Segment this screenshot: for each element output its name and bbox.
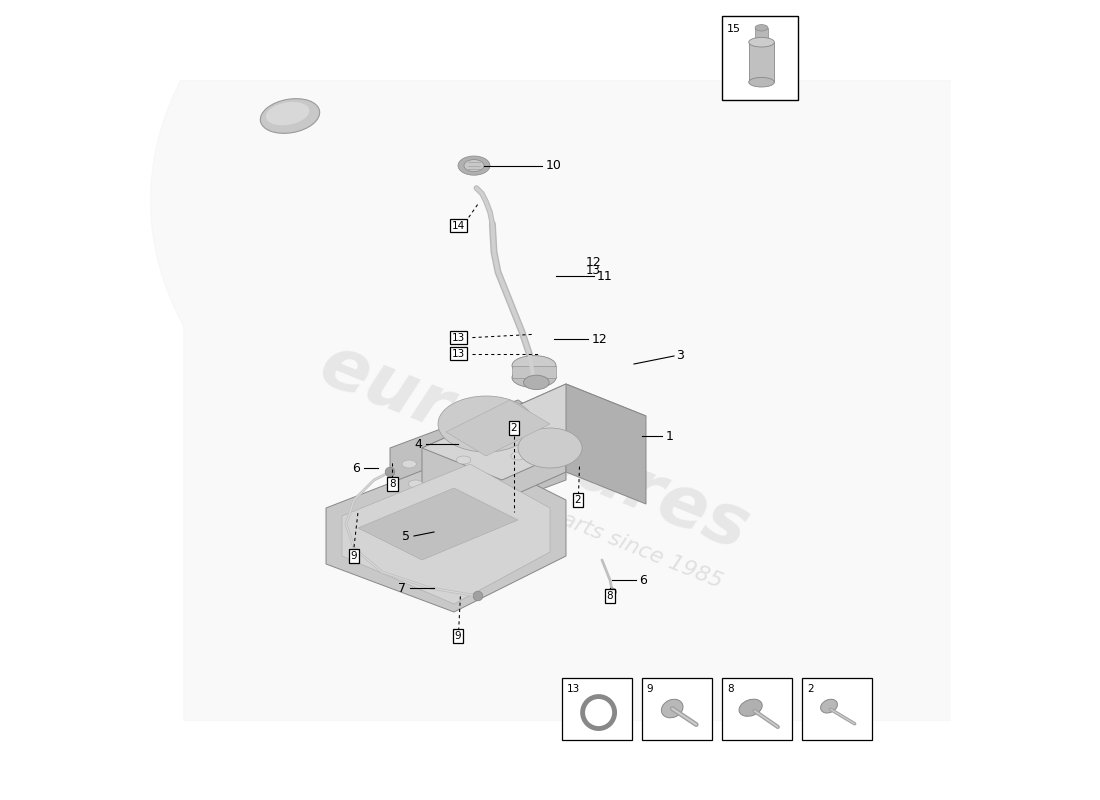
Text: 12: 12 <box>592 333 607 346</box>
Ellipse shape <box>266 102 309 126</box>
Text: 13: 13 <box>451 349 464 358</box>
Circle shape <box>608 588 616 596</box>
Text: 2: 2 <box>574 495 581 505</box>
Text: 2: 2 <box>510 423 517 433</box>
Bar <box>802 678 872 740</box>
Ellipse shape <box>512 355 556 375</box>
Text: 13: 13 <box>566 684 580 694</box>
Text: 15: 15 <box>727 24 740 34</box>
Text: 4: 4 <box>414 438 422 450</box>
Text: 11: 11 <box>596 270 613 282</box>
Ellipse shape <box>498 412 513 420</box>
Polygon shape <box>358 488 518 560</box>
Ellipse shape <box>415 500 429 508</box>
Text: 10: 10 <box>546 159 562 172</box>
Polygon shape <box>422 384 646 480</box>
Circle shape <box>473 591 483 601</box>
Text: 9: 9 <box>454 631 461 641</box>
Ellipse shape <box>443 416 458 424</box>
Ellipse shape <box>512 367 556 387</box>
Bar <box>562 678 632 740</box>
Ellipse shape <box>518 428 582 468</box>
Ellipse shape <box>463 476 477 484</box>
Bar <box>722 16 798 100</box>
Ellipse shape <box>402 460 417 468</box>
Bar <box>749 42 774 82</box>
Text: 9: 9 <box>351 551 358 561</box>
Ellipse shape <box>261 98 320 134</box>
Ellipse shape <box>739 699 762 716</box>
Text: 2: 2 <box>806 684 813 694</box>
Text: 5: 5 <box>402 530 410 542</box>
Text: 8: 8 <box>607 591 614 601</box>
Ellipse shape <box>749 78 774 87</box>
Ellipse shape <box>821 699 837 713</box>
Ellipse shape <box>408 480 422 488</box>
Text: 13: 13 <box>451 333 464 342</box>
Ellipse shape <box>456 456 471 464</box>
Ellipse shape <box>749 38 774 47</box>
Bar <box>512 366 557 378</box>
Text: 3: 3 <box>676 350 684 362</box>
Bar <box>722 678 792 740</box>
Text: a passion for parts since 1985: a passion for parts since 1985 <box>406 448 726 592</box>
Ellipse shape <box>524 375 549 390</box>
Text: 7: 7 <box>398 582 406 594</box>
Bar <box>642 678 713 740</box>
Ellipse shape <box>438 396 534 452</box>
Text: 1: 1 <box>666 430 674 442</box>
Ellipse shape <box>505 432 519 440</box>
Text: eurospares: eurospares <box>309 330 759 566</box>
Text: 9: 9 <box>647 684 653 694</box>
Polygon shape <box>342 464 550 604</box>
Text: 8: 8 <box>389 479 396 489</box>
Text: 6: 6 <box>352 462 361 474</box>
Polygon shape <box>446 400 550 456</box>
Polygon shape <box>326 452 566 612</box>
Ellipse shape <box>510 452 525 460</box>
Text: 6: 6 <box>639 574 648 586</box>
Ellipse shape <box>661 699 683 718</box>
Polygon shape <box>422 384 566 536</box>
Ellipse shape <box>755 25 768 31</box>
Polygon shape <box>566 384 646 504</box>
Ellipse shape <box>450 436 464 444</box>
Text: 14: 14 <box>451 221 464 230</box>
Circle shape <box>385 467 395 477</box>
Polygon shape <box>390 400 566 528</box>
Ellipse shape <box>464 160 484 172</box>
Text: 8: 8 <box>727 684 734 694</box>
Text: 12: 12 <box>586 256 602 269</box>
Text: 13: 13 <box>586 264 601 277</box>
Bar <box>755 28 768 42</box>
Ellipse shape <box>458 156 490 175</box>
